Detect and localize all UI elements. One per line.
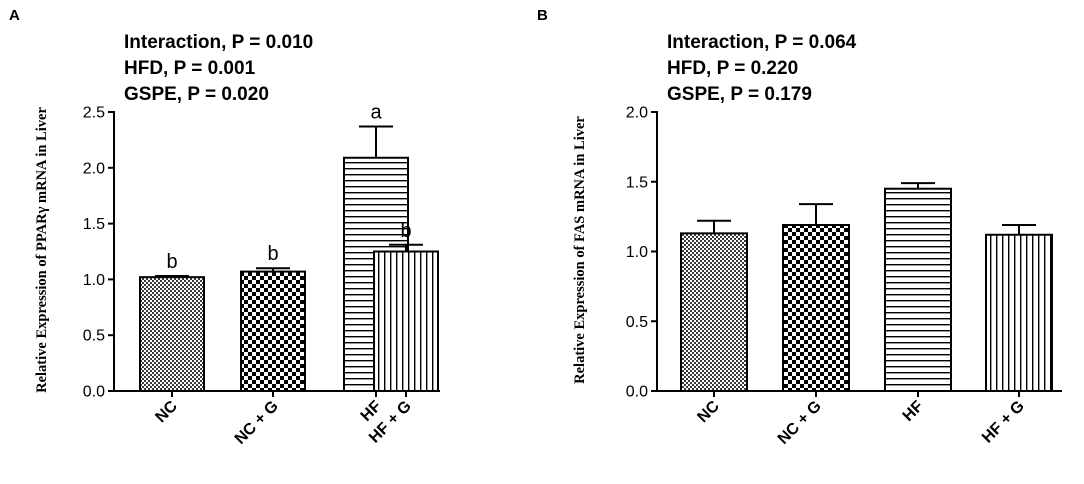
y-tick-label: 0.0 [83,384,105,401]
stat-a-interaction: Interaction, P = 0.010 [124,32,313,53]
y-tick-label: 1.0 [626,244,648,261]
plot-area-b: 0.0 0.5 1.0 1.5 2.0 NC NC + G HF HF + G [626,105,1062,448]
stat-b-interaction: Interaction, P = 0.064 [667,32,857,53]
bar-hf [884,187,952,392]
y-tick-label: 2.5 [83,105,105,122]
stat-b-hfd: HFD, P = 0.220 [667,58,798,79]
bar-hf-g [985,233,1053,392]
y-tick-label: 2.0 [626,105,648,122]
panel-b: B Interaction, P = 0.064 HFD, P = 0.220 … [537,7,1062,448]
x-tick-label: HF [900,398,927,425]
y-tick-label: 0.0 [626,384,648,401]
significance-letter: b [400,220,411,242]
panel-label-b: B [537,7,548,24]
y-tick-label: 0.5 [626,314,648,331]
x-tick-label: HF + G [979,398,1028,447]
significance-letter: b [166,251,177,273]
bar-hf-g [373,250,439,392]
x-tick-label: NC + G [232,398,282,448]
y-axis-label-b: Relative Expression of FAS mRNA in Liver [572,116,588,384]
bar-nc-g [240,270,306,393]
bar-nc [139,276,205,392]
bar-nc [680,232,748,392]
stat-b-gspe: GSPE, P = 0.179 [667,84,812,105]
panel-label-a: A [9,7,20,24]
panel-a: A Interaction, P = 0.010 HFD, P = 0.001 … [9,7,440,448]
y-tick-label: 2.0 [83,160,105,177]
stat-a-hfd: HFD, P = 0.001 [124,58,256,79]
stat-a-gspe: GSPE, P = 0.020 [124,84,269,105]
significance-letter: b [267,243,278,265]
x-tick-label: NC + G [775,398,825,448]
x-tick-label: NC [694,397,723,426]
y-tick-label: 1.5 [626,174,648,191]
y-tick-label: 0.5 [83,328,105,345]
significance-letter: a [370,102,382,124]
bar-nc-g [782,223,850,392]
y-axis-label-a: Relative Expression of PPARγ mRNA in Liv… [34,107,50,393]
y-tick-label: 1.5 [83,216,105,233]
x-tick-label: NC [152,397,181,426]
y-tick-label: 1.0 [83,272,105,289]
